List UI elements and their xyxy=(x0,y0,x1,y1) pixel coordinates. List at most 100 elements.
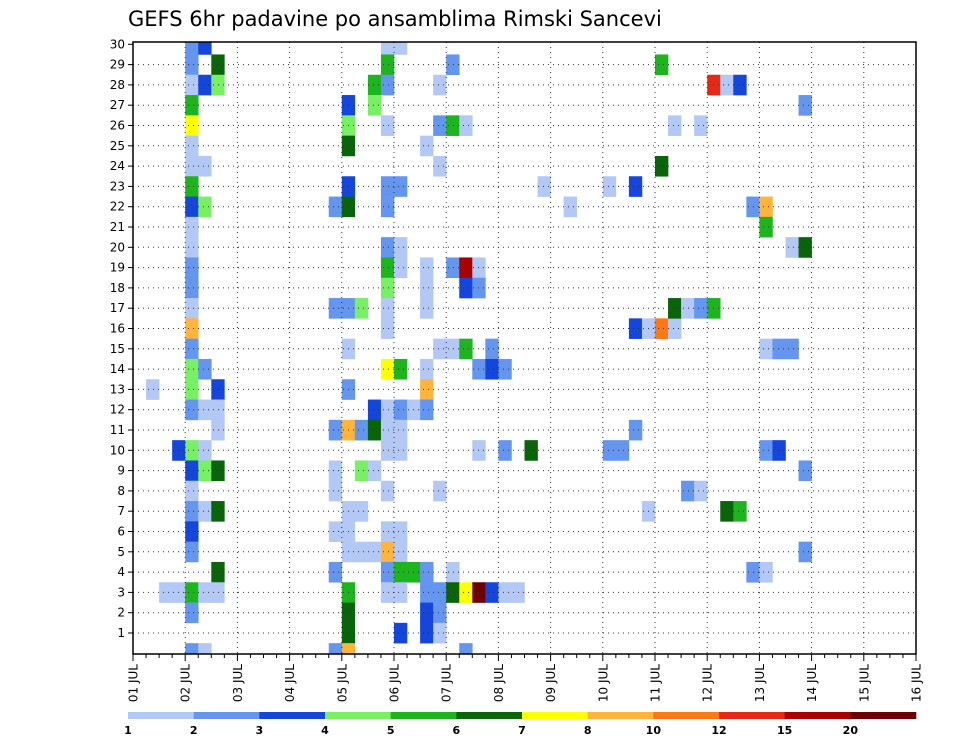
heatmap-cell-67 xyxy=(367,419,382,441)
heatmap-cell-206 xyxy=(772,338,786,360)
heatmap-cell-96 xyxy=(380,237,395,258)
heatmap-cell-24 xyxy=(185,379,199,400)
heatmap-cell-83 xyxy=(341,643,356,655)
heatmap-cell-21 xyxy=(185,338,199,360)
heatmap-cell-94 xyxy=(394,176,408,197)
heatmap-cell-144 xyxy=(420,358,434,380)
heatmap-cell-37 xyxy=(185,501,199,522)
heatmap-cell-13 xyxy=(185,196,199,218)
heatmap-cell-116 xyxy=(394,541,408,563)
heatmap-cell-106 xyxy=(394,399,408,421)
heatmap-cell-155 xyxy=(446,561,460,583)
heatmap-cell-99 xyxy=(394,257,408,279)
legend-label-15: 15 xyxy=(777,724,792,737)
heatmap-cell-43 xyxy=(159,582,173,603)
heatmap-cell-20 xyxy=(185,318,199,339)
heatmap-cell-115 xyxy=(380,541,395,563)
x-tick-label-14: 15 JUL xyxy=(857,664,871,702)
heatmap-cell-136 xyxy=(420,277,434,299)
heatmap-cell-211 xyxy=(798,460,812,482)
heatmap-cell-131 xyxy=(433,155,447,177)
y-tick-label-3: 3 xyxy=(117,585,125,599)
legend-label-6: 6 xyxy=(453,724,461,737)
heatmap-cell-103 xyxy=(380,358,395,380)
heatmap-cell-92 xyxy=(380,115,395,136)
y-tick-label-24: 24 xyxy=(110,159,125,173)
legend-swatch-7 xyxy=(587,712,654,719)
heatmap-cell-32 xyxy=(198,440,212,461)
legend-swatch-5 xyxy=(456,712,523,719)
heatmap-cell-68 xyxy=(328,460,343,482)
heatmap-cell-84 xyxy=(328,643,343,655)
y-tick-label-25: 25 xyxy=(110,139,125,153)
heatmap-cell-196 xyxy=(720,501,734,522)
heatmap-cell-108 xyxy=(380,419,395,441)
heatmap-cell-6 xyxy=(211,74,225,96)
legend-label-3: 3 xyxy=(256,724,264,737)
heatmap-cell-168 xyxy=(459,643,473,655)
heatmap-cell-173 xyxy=(602,176,617,197)
y-tick-label-28: 28 xyxy=(110,78,125,92)
heatmap-cell-29 xyxy=(211,419,225,441)
x-tick-label-9: 10 JUL xyxy=(596,664,610,702)
heatmap-cell-186 xyxy=(681,298,695,319)
y-tick-label-15: 15 xyxy=(110,342,125,356)
heatmap-cell-56 xyxy=(328,196,343,218)
heatmap-cell-159 xyxy=(459,582,473,603)
heatmap-cell-40 xyxy=(185,521,199,542)
heatmap-cell-134 xyxy=(459,257,473,279)
heatmap-cell-147 xyxy=(498,358,512,380)
heatmap-cell-142 xyxy=(459,338,473,360)
heatmap-cell-205 xyxy=(759,338,773,360)
heatmap-cell-60 xyxy=(354,298,369,319)
heatmap-cell-0 xyxy=(185,42,199,55)
heatmap-cell-161 xyxy=(485,582,499,603)
heatmap-cell-79 xyxy=(328,561,343,583)
heatmap-cell-33 xyxy=(185,460,199,482)
y-tick-label-29: 29 xyxy=(110,58,125,72)
heatmap-cell-192 xyxy=(694,480,708,502)
heatmap-cell-127 xyxy=(433,115,447,136)
heatmap-cell-95 xyxy=(380,196,395,218)
heatmap-cell-207 xyxy=(785,338,799,360)
heatmap-cell-109 xyxy=(394,419,408,441)
heatmap-cell-133 xyxy=(446,257,460,279)
heatmap-cell-118 xyxy=(394,561,408,583)
heatmap-cell-172 xyxy=(537,176,551,197)
heatmap-cell-12 xyxy=(185,176,199,197)
heatmap-cell-28 xyxy=(211,399,225,421)
heatmap-cell-128 xyxy=(446,115,460,136)
x-tick-label-4: 05 JUL xyxy=(335,664,349,702)
x-tick-label-12: 13 JUL xyxy=(753,664,767,702)
y-tick-label-17: 17 xyxy=(110,301,125,315)
heatmap-cell-137 xyxy=(459,277,473,299)
heatmap-cell-126 xyxy=(433,74,447,96)
heatmap-cells xyxy=(146,42,812,655)
heatmap-cell-184 xyxy=(655,155,669,177)
legend-label-7: 7 xyxy=(518,724,526,737)
heatmap-cell-8 xyxy=(185,115,199,136)
legend-label-1: 1 xyxy=(124,724,132,737)
heatmap-cell-113 xyxy=(380,521,395,542)
x-tick-label-6: 07 JUL xyxy=(440,664,454,702)
heatmap-cell-77 xyxy=(354,541,369,563)
heatmap-cell-212 xyxy=(798,541,812,563)
y-tick-label-2: 2 xyxy=(117,606,125,620)
heatmap-cell-194 xyxy=(720,74,734,96)
heatmap-cell-16 xyxy=(185,237,199,258)
y-tick-label-6: 6 xyxy=(117,525,125,539)
heatmap-cell-129 xyxy=(459,115,473,136)
heatmap-cell-157 xyxy=(433,582,447,603)
heatmap-cell-101 xyxy=(380,298,395,319)
heatmap-cell-112 xyxy=(380,480,395,502)
heatmap-cell-197 xyxy=(733,501,747,522)
heatmap-cell-63 xyxy=(367,399,382,421)
heatmap-cell-26 xyxy=(185,399,199,421)
heatmap-cell-121 xyxy=(380,582,395,603)
heatmap-cell-171 xyxy=(563,196,577,218)
y-tick-label-14: 14 xyxy=(110,362,125,376)
heatmap-cell-122 xyxy=(394,582,408,603)
y-tick-label-20: 20 xyxy=(110,240,125,254)
heatmap-cell-209 xyxy=(798,237,812,258)
